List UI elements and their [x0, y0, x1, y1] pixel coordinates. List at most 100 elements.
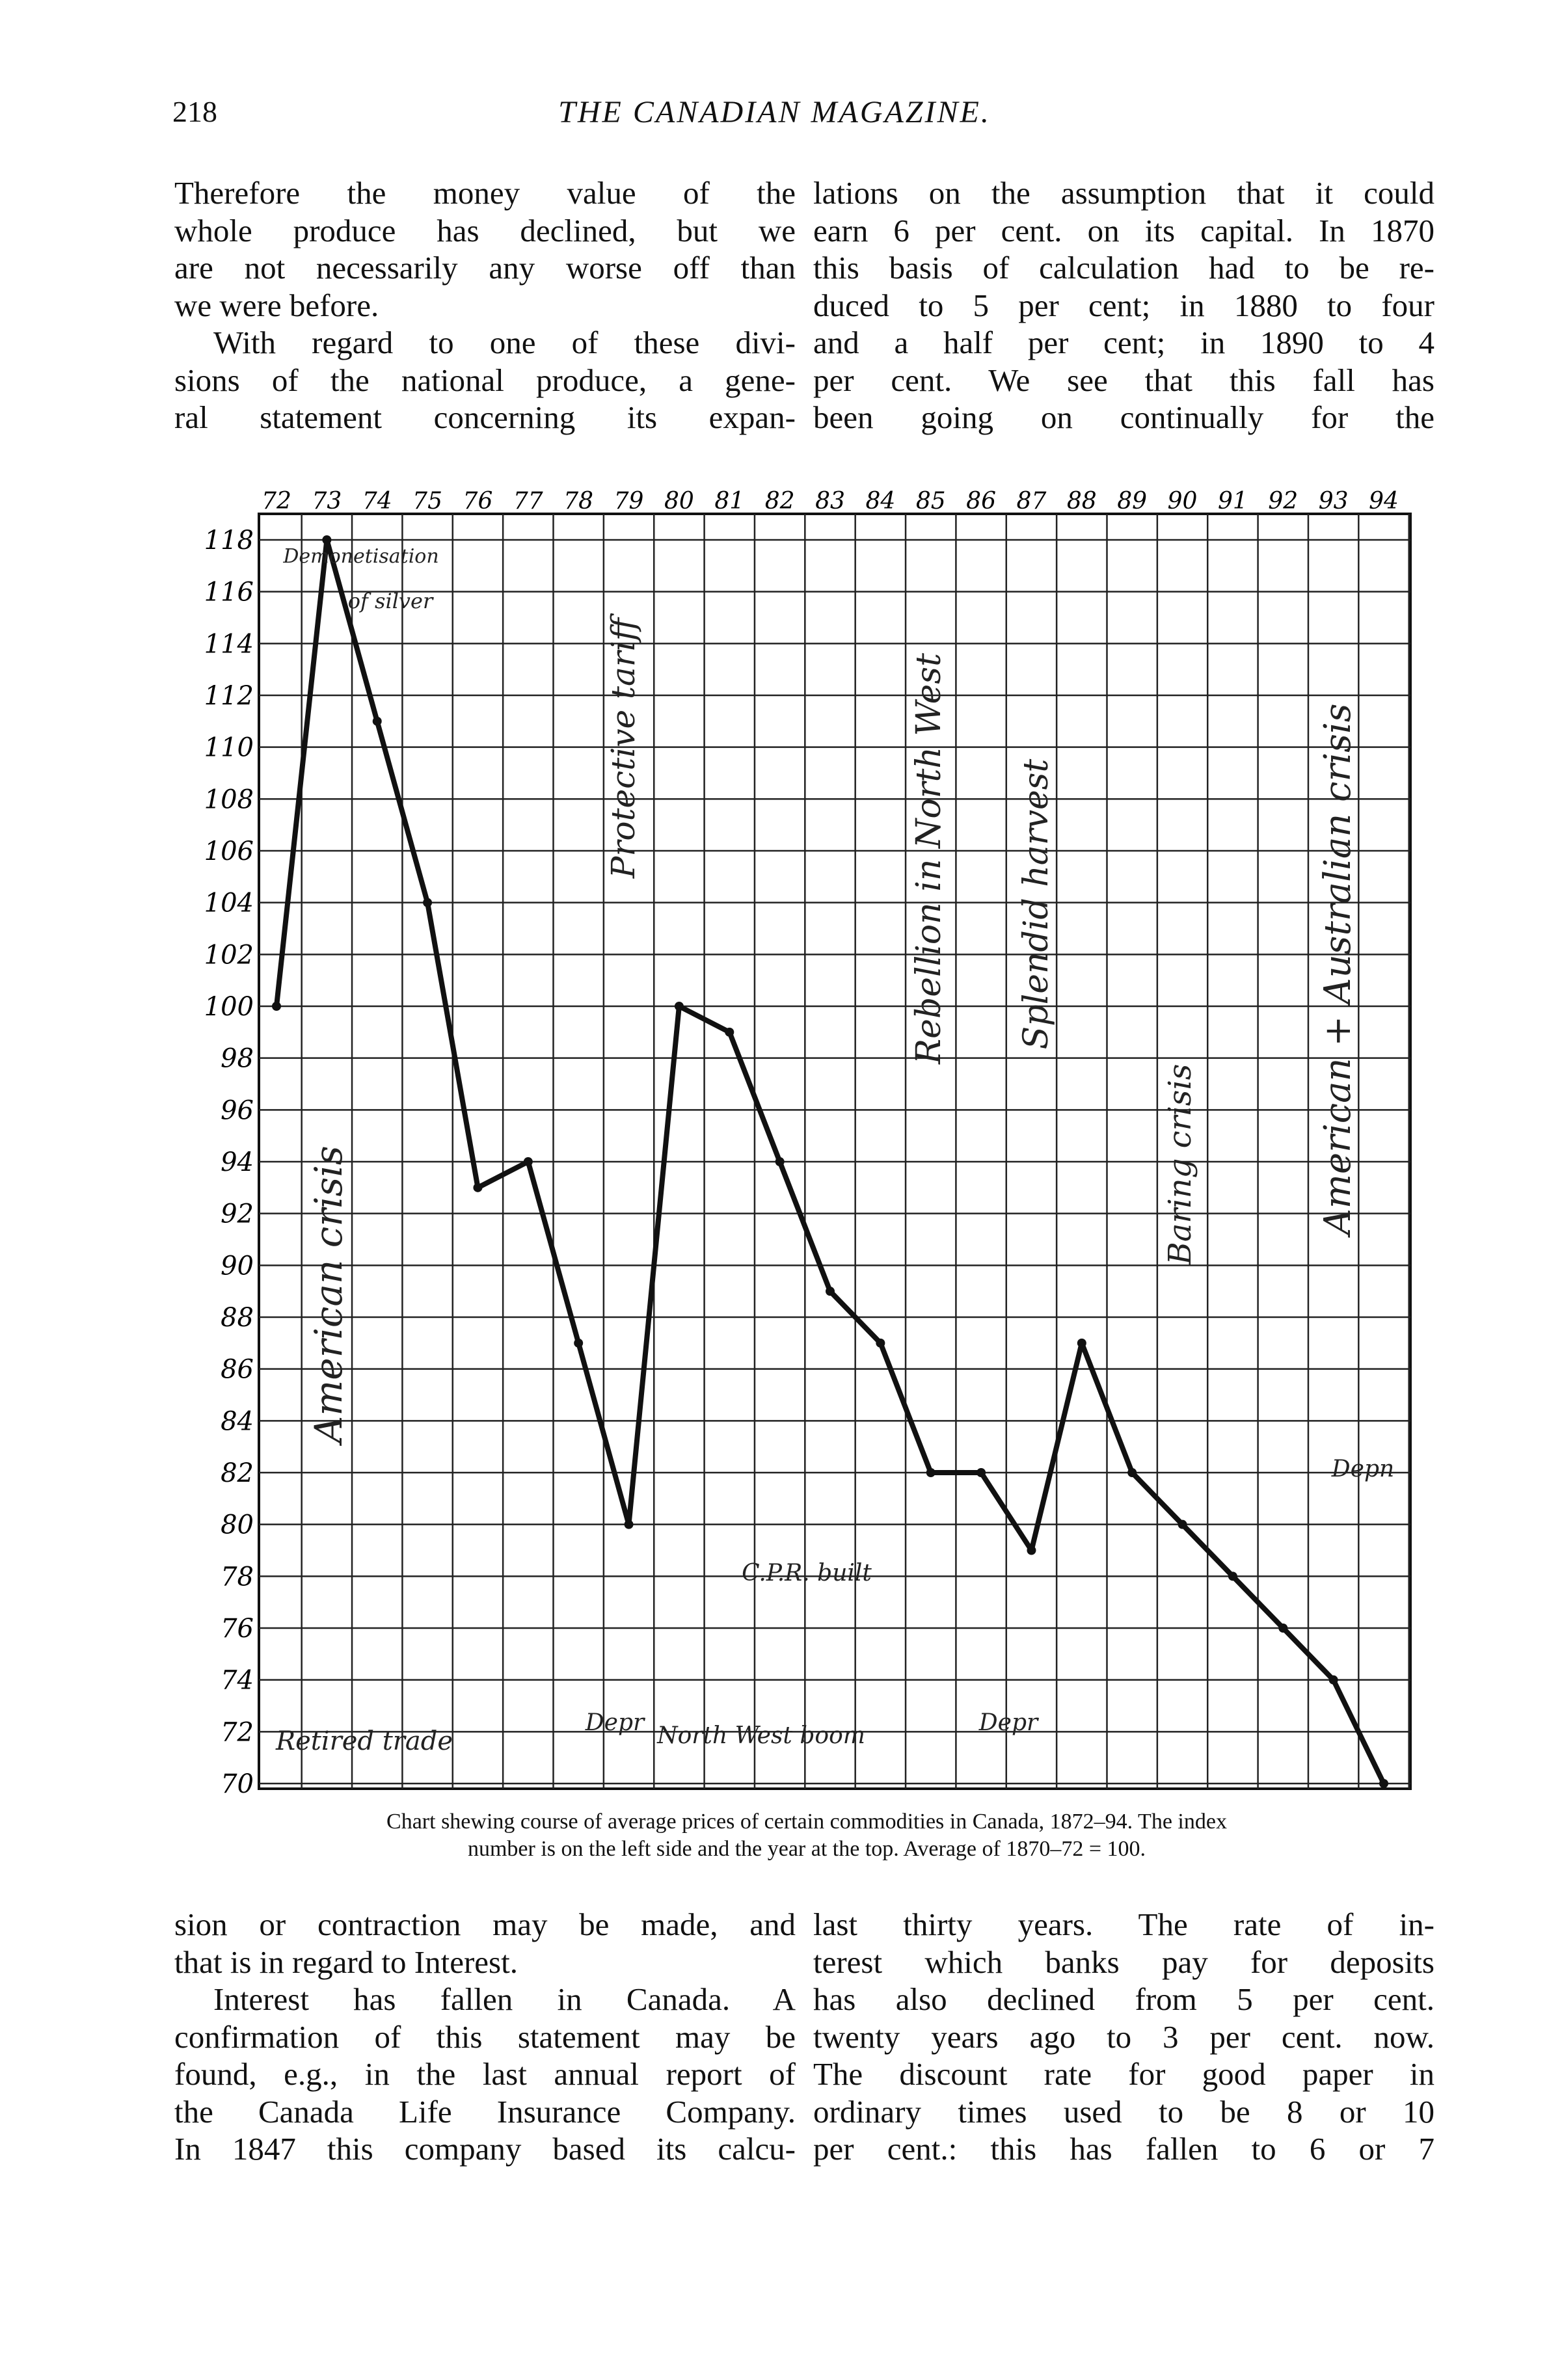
- data-point: [624, 1519, 634, 1529]
- annotation: Protective tariff: [604, 613, 642, 879]
- y-tick-label: 104: [204, 889, 254, 918]
- text-line: Therefore the money value of the: [174, 175, 796, 211]
- page-number: 218: [172, 95, 217, 128]
- y-tick-label: 102: [204, 940, 254, 970]
- data-point: [423, 898, 433, 907]
- data-point: [574, 1338, 584, 1348]
- x-tick-label: 77: [513, 488, 543, 515]
- text-line: found, e.g., in the last annual report o…: [174, 2056, 796, 2092]
- data-point: [372, 716, 382, 726]
- y-tick-label: 112: [204, 681, 254, 711]
- x-tick-label: 84: [865, 488, 895, 515]
- y-tick-label: 84: [221, 1406, 254, 1436]
- text-line: whole produce has declined, but we: [174, 212, 796, 248]
- annotation: Demonetisation: [282, 545, 438, 568]
- y-tick-label: 94: [221, 1147, 254, 1177]
- chart: 70 72 74 76 78 80 82 84 86 88 90 92 94 96 98 100 102 104 1…: [204, 488, 1412, 1799]
- text-line: and a half per cent; in 1890 to 4: [813, 325, 1435, 360]
- x-tick-label: 92: [1268, 488, 1298, 515]
- data-point: [1228, 1571, 1237, 1581]
- text-line: are not necessarily any worse off than: [174, 250, 796, 286]
- text-line: terest which banks pay for deposits: [813, 1944, 1435, 1980]
- text-line: In 1847 this company based its calcu-: [174, 2131, 796, 2167]
- x-tick-label: 93: [1319, 488, 1349, 515]
- text-line: we were before.: [174, 287, 379, 323]
- text-line: sion or contraction may be made, and: [174, 1906, 796, 1942]
- text-line: twenty years ago to 3 per cent. now.: [813, 2018, 1435, 2055]
- text-line: last thirty years. The rate of in-: [813, 1906, 1435, 1942]
- data-point: [1379, 1779, 1388, 1788]
- y-tick-label: 78: [221, 1562, 254, 1592]
- running-title: THE CANADIAN MAGAZINE.: [558, 95, 991, 129]
- y-tick-label: 72: [221, 1717, 254, 1747]
- x-tick-label: 73: [312, 488, 342, 515]
- data-point: [1127, 1468, 1137, 1477]
- data-point: [272, 1002, 281, 1011]
- annotation: Retired trade: [275, 1726, 453, 1756]
- caption: Chart shewing course of average prices o…: [169, 1808, 1444, 1863]
- y-tick-label: 86: [221, 1355, 254, 1385]
- text-line: lations on the assumption that it could: [813, 175, 1435, 211]
- y-tick-label: 82: [221, 1458, 254, 1488]
- data-point: [1178, 1519, 1187, 1529]
- text-line: earn 6 per cent. on its capital. In 1870: [813, 212, 1435, 248]
- text-line: per cent. We see that this fall has: [813, 362, 1435, 398]
- y-tick-label: 88: [221, 1303, 254, 1333]
- y-tick-label: 100: [204, 992, 254, 1022]
- text-column: sion or contraction may be made, and tha…: [174, 1906, 796, 2168]
- annotation: C.P.R. built: [742, 1560, 872, 1586]
- data-point: [674, 1002, 684, 1011]
- data-point: [926, 1468, 936, 1477]
- data-point: [1077, 1338, 1086, 1348]
- text-line: has also declined from 5 per cent.: [813, 1981, 1435, 2017]
- data-point: [977, 1468, 986, 1477]
- x-tick-label: 80: [664, 488, 694, 515]
- caption-line: Chart shewing course of average prices o…: [386, 1810, 1227, 1834]
- annotation: Rebellion in North West: [909, 653, 949, 1065]
- text-line: With regard to one of these divi-: [213, 325, 796, 360]
- y-tick-label: 106: [204, 836, 254, 866]
- y-tick-label: 76: [221, 1614, 254, 1644]
- x-tick-label: 79: [614, 488, 644, 515]
- y-tick-label: 92: [221, 1199, 254, 1229]
- x-tick-label: 83: [815, 488, 845, 515]
- y-tick-label: 90: [221, 1251, 254, 1281]
- x-tick-label: 85: [916, 488, 946, 515]
- text-line: this basis of calculation had to be re-: [813, 250, 1435, 286]
- y-tick-label: 110: [204, 733, 254, 763]
- text-line: ordinary times used to be 8 or 10: [813, 2093, 1435, 2130]
- text-column: last thirty years. The rate of in- teres…: [813, 1906, 1435, 2168]
- annotation: of silver: [348, 589, 434, 613]
- data-point: [876, 1338, 885, 1348]
- x-tick-label: 94: [1369, 488, 1399, 515]
- x-tick-label: 87: [1017, 488, 1047, 515]
- data-point: [775, 1157, 785, 1166]
- y-tick-label: 108: [204, 784, 254, 814]
- data-point: [473, 1183, 483, 1192]
- x-tick-label: 86: [966, 488, 996, 515]
- x-tick-label: 89: [1117, 488, 1147, 515]
- text-line: sions of the national produce, a gene-: [174, 362, 796, 398]
- x-tick-label: 72: [262, 488, 291, 515]
- annotation: American crisis: [306, 1145, 351, 1446]
- text-line: ral statement concerning its expan-: [174, 399, 796, 435]
- text-line: Interest has fallen in Canada. A: [213, 1981, 796, 2017]
- text-line: that is in regard to Interest.: [174, 1944, 518, 1980]
- text-line: duced to 5 per cent; in 1880 to four: [813, 287, 1435, 323]
- x-tick-label: 74: [362, 488, 392, 515]
- annotation: North West boom: [656, 1722, 865, 1749]
- y-tick-label: 80: [221, 1510, 254, 1540]
- x-tick-label: 76: [463, 488, 493, 515]
- y-tick-label: 96: [221, 1095, 254, 1125]
- text-line: per cent.: this has fallen to 6 or 7: [813, 2131, 1435, 2167]
- text-line: confirmation of this statement may be: [174, 2018, 796, 2055]
- y-tick-label: 74: [221, 1666, 254, 1696]
- x-tick-label: 90: [1168, 488, 1198, 515]
- y-tick-label: 98: [221, 1044, 254, 1074]
- data-point: [523, 1157, 533, 1166]
- text-line: been going on continually for the: [813, 399, 1435, 435]
- text-line: The discount rate for good paper in: [813, 2056, 1435, 2092]
- x-tick-label: 88: [1067, 488, 1097, 515]
- data-point: [1328, 1675, 1338, 1685]
